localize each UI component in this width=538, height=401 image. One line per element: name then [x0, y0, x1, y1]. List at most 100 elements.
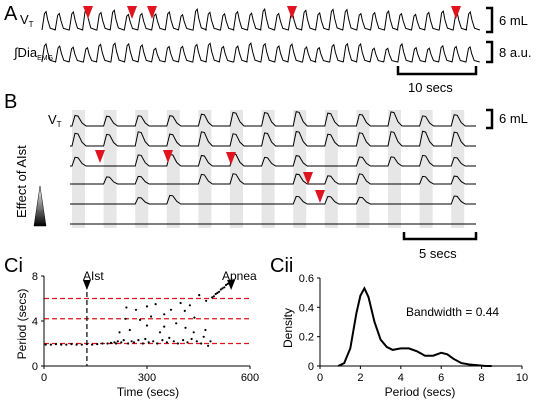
red-arrow-b-1 [163, 150, 173, 163]
shade-band-3 [166, 110, 180, 228]
shade-band-5 [230, 110, 243, 228]
scale-bracket-6ml-a [486, 6, 494, 34]
ci-point-42 [172, 340, 175, 343]
aist-arrow-icon [82, 280, 91, 290]
ci-point-9 [91, 343, 94, 346]
shade-band-8 [324, 110, 338, 228]
ci-point-0 [44, 343, 47, 346]
vt-trace-b-row-0 [70, 110, 476, 127]
ci-point-51 [193, 316, 196, 319]
red-arrow-a-4 [451, 6, 461, 19]
ci-point-48 [186, 341, 189, 344]
ci-point-2 [54, 343, 58, 346]
cii-xtick-label-4: 8 [479, 372, 485, 384]
ci-point-64 [219, 288, 222, 291]
ci-xtick-label-2: 600 [241, 372, 259, 384]
ci-point-32 [150, 315, 153, 318]
bandwidth-annotation: Bandwidth = 0.44 [406, 305, 499, 319]
ci-point-44 [176, 342, 179, 345]
red-arrow-a-2 [147, 6, 157, 19]
trace-label-vt-b: VT [48, 112, 62, 129]
time-scale-label-10s: 10 secs [408, 80, 453, 95]
ci-point-5 [70, 343, 73, 346]
ci-point-41 [169, 308, 173, 311]
shade-band-11 [419, 110, 433, 228]
cii-xlabel: Period (secs) [385, 385, 456, 399]
cii-xtick-label-1: 2 [357, 372, 363, 384]
ci-point-7 [80, 343, 83, 346]
ci-point-60 [212, 295, 215, 298]
ci-xtick-label-0: 0 [41, 372, 47, 384]
cii-xtick-label-5: 10 [516, 372, 528, 384]
ci-point-53 [198, 294, 201, 297]
ci-ytick-label-2: 8 [32, 271, 38, 283]
ci-point-16 [116, 340, 119, 343]
panel-label-b: B [4, 91, 17, 113]
ci-point-59 [211, 296, 214, 299]
cii-xtick-label-2: 4 [398, 372, 404, 384]
cii-ytick-label-2: 0.4 [299, 302, 314, 314]
ci-point-50 [190, 337, 193, 341]
cii-ytick-label-3: 0.6 [299, 273, 314, 285]
trace-label-vt-a: VT [20, 12, 34, 29]
ci-point-26 [137, 339, 140, 342]
red-arrow-a-3 [287, 6, 297, 19]
panel-b-arrows [95, 150, 325, 203]
ci-point-47 [184, 326, 187, 329]
ci-point-10 [96, 343, 99, 346]
ci-point-4 [65, 343, 68, 346]
ci-point-35 [156, 342, 159, 345]
cii-xtick-label-0: 0 [317, 372, 323, 384]
shade-band-4 [198, 110, 212, 228]
shade-band-7 [293, 110, 307, 228]
ci-point-74 [183, 309, 186, 312]
shade-band-1 [103, 110, 117, 228]
panel-a-arrows [83, 6, 461, 19]
ci-point-52 [195, 340, 198, 343]
ci-point-3 [60, 343, 63, 346]
panel-a-traces [41, 7, 481, 63]
red-arrow-b-2 [226, 152, 236, 165]
ci-point-23 [130, 340, 133, 343]
ci-point-22 [128, 328, 131, 332]
trace-label-diaemg: ∫DiaEMG [13, 45, 53, 62]
ci-point-25 [134, 308, 138, 311]
ci-point-38 [163, 313, 166, 316]
ci-point-18 [120, 341, 123, 344]
panel-label-cii: Cii [270, 255, 293, 277]
ci-point-76 [204, 328, 207, 332]
ci-ytick-label-0: 0 [32, 361, 38, 373]
ci-point-75 [192, 331, 195, 334]
ci-point-73 [163, 325, 166, 328]
diaemg-trace [41, 42, 480, 63]
effect-gradient-wedge [33, 185, 47, 227]
ci-point-71 [125, 306, 128, 309]
vt-trace-b-row-1 [70, 130, 476, 147]
scale-bracket-6ml-b [486, 108, 494, 130]
ci-point-19 [122, 339, 125, 342]
ci-point-58 [209, 340, 212, 343]
scale-bracket-8au [486, 40, 494, 64]
time-scale-bar-5s [402, 232, 478, 241]
ci-point-29 [144, 337, 147, 341]
ci-point-21 [127, 342, 130, 345]
scale-label-8au: 8 a.u. [499, 45, 532, 60]
ci-point-49 [188, 304, 191, 307]
ci-point-17 [118, 331, 121, 334]
ci-point-8 [85, 343, 88, 346]
panel-label-a: A [4, 3, 18, 25]
ci-point-70 [230, 279, 233, 282]
ci-plot: 0 300 600 0 4 8 [32, 271, 259, 384]
ci-xlabel: Time (secs) [117, 385, 179, 399]
ci-point-40 [168, 336, 171, 339]
red-arrow-a-0 [83, 6, 93, 19]
ci-point-34 [154, 303, 157, 306]
red-arrow-b-0 [95, 150, 105, 163]
shade-band-2 [135, 110, 149, 228]
ci-point-11 [101, 342, 104, 345]
ci-point-61 [214, 292, 217, 296]
ci-point-14 [113, 341, 116, 344]
density-curve [337, 286, 492, 367]
ci-point-33 [152, 340, 155, 343]
